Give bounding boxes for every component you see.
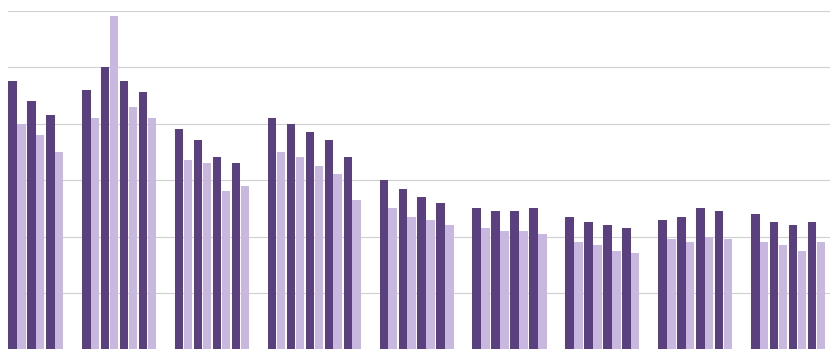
Bar: [760, 242, 768, 349]
Bar: [213, 157, 221, 349]
Bar: [55, 152, 64, 349]
Bar: [574, 242, 582, 349]
Bar: [770, 222, 779, 349]
Bar: [696, 208, 705, 349]
Bar: [241, 186, 249, 349]
Bar: [306, 132, 314, 349]
Bar: [380, 180, 388, 349]
Bar: [268, 118, 277, 349]
Bar: [686, 242, 695, 349]
Bar: [724, 239, 732, 349]
Bar: [232, 163, 241, 349]
Bar: [27, 101, 35, 349]
Bar: [129, 107, 137, 349]
Bar: [314, 166, 323, 349]
Bar: [194, 140, 202, 349]
Bar: [445, 225, 453, 349]
Bar: [287, 124, 295, 349]
Bar: [715, 211, 723, 349]
Bar: [353, 200, 361, 349]
Bar: [530, 208, 538, 349]
Bar: [481, 228, 489, 349]
Bar: [36, 135, 44, 349]
Bar: [622, 228, 631, 349]
Bar: [603, 225, 612, 349]
Bar: [407, 217, 416, 349]
Bar: [491, 211, 500, 349]
Bar: [277, 152, 285, 349]
Bar: [593, 245, 602, 349]
Bar: [705, 237, 713, 349]
Bar: [500, 231, 509, 349]
Bar: [203, 163, 211, 349]
Bar: [120, 81, 128, 349]
Bar: [584, 222, 592, 349]
Bar: [510, 211, 519, 349]
Bar: [520, 231, 528, 349]
Bar: [677, 217, 685, 349]
Bar: [110, 16, 118, 349]
Bar: [8, 81, 17, 349]
Bar: [808, 222, 816, 349]
Bar: [101, 67, 110, 349]
Bar: [538, 234, 546, 349]
Bar: [631, 253, 639, 349]
Bar: [91, 118, 100, 349]
Bar: [437, 203, 445, 349]
Bar: [139, 92, 147, 349]
Bar: [296, 157, 304, 349]
Bar: [389, 208, 397, 349]
Bar: [612, 251, 620, 349]
Bar: [344, 157, 352, 349]
Bar: [399, 189, 407, 349]
Bar: [147, 118, 156, 349]
Bar: [789, 225, 798, 349]
Bar: [222, 191, 230, 349]
Bar: [417, 197, 426, 349]
Bar: [334, 174, 342, 349]
Bar: [324, 140, 333, 349]
Bar: [751, 214, 759, 349]
Bar: [658, 220, 667, 349]
Bar: [175, 129, 184, 349]
Bar: [184, 160, 192, 349]
Bar: [667, 239, 675, 349]
Bar: [817, 242, 825, 349]
Bar: [473, 208, 481, 349]
Bar: [17, 124, 25, 349]
Bar: [82, 90, 91, 349]
Bar: [566, 217, 574, 349]
Bar: [427, 220, 435, 349]
Bar: [798, 251, 806, 349]
Bar: [779, 245, 788, 349]
Bar: [46, 115, 54, 349]
